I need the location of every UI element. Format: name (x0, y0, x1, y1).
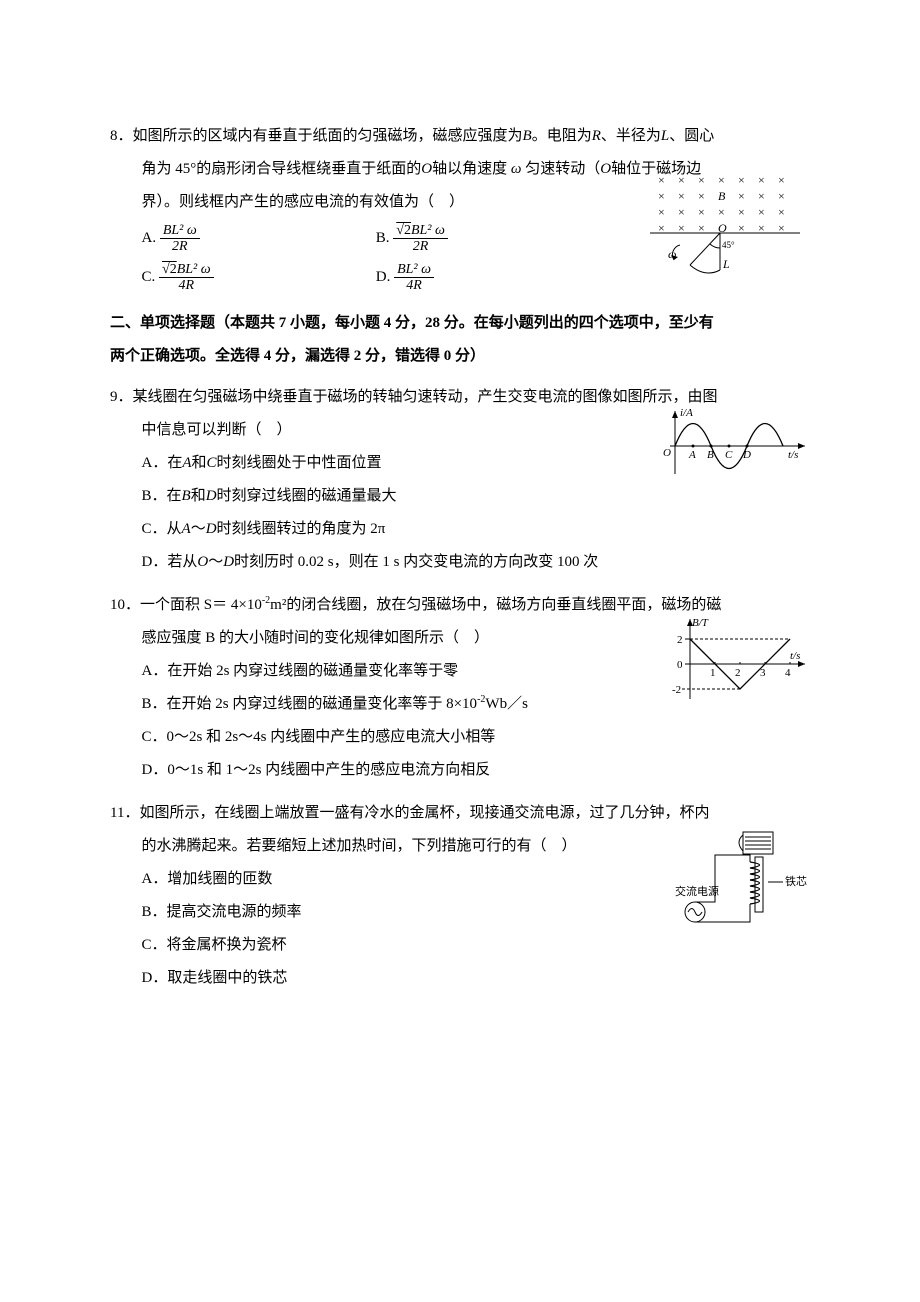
q8-option-a: A. BL² ω2R (142, 219, 376, 258)
svg-text:i/A: i/A (680, 407, 693, 419)
q11-svg: 交流电源 铁芯 (675, 827, 810, 937)
svg-text:×: × (718, 173, 725, 187)
q10-svg: B/T t/s 2 0 -2 1 2 3 4 (660, 614, 810, 709)
q8-option-d: D. BL² ω4R (376, 258, 610, 297)
q11-figure: 交流电源 铁芯 (675, 827, 810, 950)
q11-number: 11． (110, 805, 139, 821)
svg-text:×: × (698, 173, 705, 187)
svg-text:A: A (688, 449, 696, 461)
q9-option-c: C．从A～D时刻线圈转过的角度为 2π (142, 513, 811, 546)
q8-svg: ××××××× ×××B××× ××××××× ×××O××× 45° L ω (650, 170, 810, 280)
q10-option-d: D．0～1s 和 1～2s 内线圈中产生的感应电流方向相反 (142, 754, 811, 787)
question-10: B/T t/s 2 0 -2 1 2 3 4 10．一个面积 S＝ 4×10-2… (110, 589, 810, 787)
svg-text:×: × (698, 205, 705, 219)
svg-text:×: × (758, 189, 765, 203)
q8-options: A. BL² ω2R C. √2BL² ω4R B. √2BL² ω2R D. … (110, 219, 610, 297)
svg-text:3: 3 (760, 667, 766, 679)
q8-figure: ××××××× ×××B××× ××××××× ×××O××× 45° L ω (650, 170, 810, 293)
q8-col-left: A. BL² ω2R C. √2BL² ω4R (142, 219, 376, 297)
svg-text:×: × (738, 205, 745, 219)
svg-text:×: × (738, 173, 745, 187)
question-8: ××××××× ×××B××× ××××××× ×××O××× 45° L ω … (110, 120, 810, 297)
q9-figure: i/A O A B C D t/s (660, 406, 810, 494)
svg-text:0: 0 (677, 659, 683, 671)
svg-text:×: × (758, 205, 765, 219)
svg-text:×: × (718, 205, 725, 219)
svg-text:O: O (663, 447, 671, 459)
question-11: 交流电源 铁芯 11．如图所示，在线圈上端放置一盛有冷水的金属杯，现接通交流电源… (110, 797, 810, 995)
svg-text:×: × (678, 173, 685, 187)
svg-text:2: 2 (735, 667, 741, 679)
svg-text:×: × (778, 173, 785, 187)
q10-option-c: C．0～2s 和 2s～4s 内线圈中产生的感应电流大小相等 (142, 721, 811, 754)
section-2-header: 二、单项选择题（本题共 7 小题，每小题 4 分，28 分。在每小题列出的四个选… (110, 307, 810, 373)
q8-stem: 8．如图所示的区域内有垂直于纸面的匀强磁场，磁感应强度为B。电阻为R、半径为L、… (110, 120, 810, 153)
svg-text:B/T: B/T (692, 617, 709, 629)
svg-text:45°: 45° (722, 240, 735, 250)
q8-option-c: C. √2BL² ω4R (142, 258, 376, 297)
q10-figure: B/T t/s 2 0 -2 1 2 3 4 (660, 614, 810, 722)
svg-text:×: × (678, 205, 685, 219)
q8-col-right: B. √2BL² ω2R D. BL² ω4R (376, 219, 610, 297)
svg-text:C: C (725, 449, 733, 461)
q8-number: 8． (110, 128, 133, 144)
svg-text:×: × (678, 189, 685, 203)
svg-text:×: × (658, 205, 665, 219)
q8-option-b: B. √2BL² ω2R (376, 219, 610, 258)
svg-text:B: B (707, 449, 714, 461)
svg-text:1: 1 (710, 667, 716, 679)
svg-text:-2: -2 (672, 684, 681, 696)
svg-text:B: B (718, 189, 726, 203)
svg-text:D: D (742, 449, 751, 461)
svg-text:×: × (698, 189, 705, 203)
svg-text:×: × (778, 205, 785, 219)
svg-text:×: × (738, 189, 745, 203)
svg-text:2: 2 (677, 634, 683, 646)
svg-text:×: × (658, 173, 665, 187)
q9-option-d: D．若从O～D时刻历时 0.02 s，则在 1 s 内交变电流的方向改变 100… (142, 546, 811, 579)
svg-text:t/s: t/s (790, 650, 800, 662)
question-9: i/A O A B C D t/s 9．某线圈在匀强磁场中绕垂直于磁场的转轴匀速… (110, 381, 810, 579)
q11-option-d: D．取走线圈中的铁芯 (142, 962, 811, 995)
q9-svg: i/A O A B C D t/s (660, 406, 810, 481)
q10-number: 10． (110, 597, 140, 613)
q8-stem-line3: 界）。则线框内产生的感应电流的有效值为（ ） (110, 186, 590, 219)
svg-text:×: × (758, 173, 765, 187)
svg-text:铁芯: 铁芯 (785, 874, 807, 888)
svg-text:L: L (722, 257, 730, 271)
q9-number: 9． (110, 389, 133, 405)
svg-text:4: 4 (785, 667, 791, 679)
q11-stem: 11．如图所示，在线圈上端放置一盛有冷水的金属杯，现接通交流电源，过了几分钟，杯… (110, 797, 810, 830)
svg-text:×: × (658, 189, 665, 203)
svg-text:t/s: t/s (788, 449, 798, 461)
svg-text:×: × (778, 189, 785, 203)
svg-text:交流电源: 交流电源 (675, 884, 719, 898)
